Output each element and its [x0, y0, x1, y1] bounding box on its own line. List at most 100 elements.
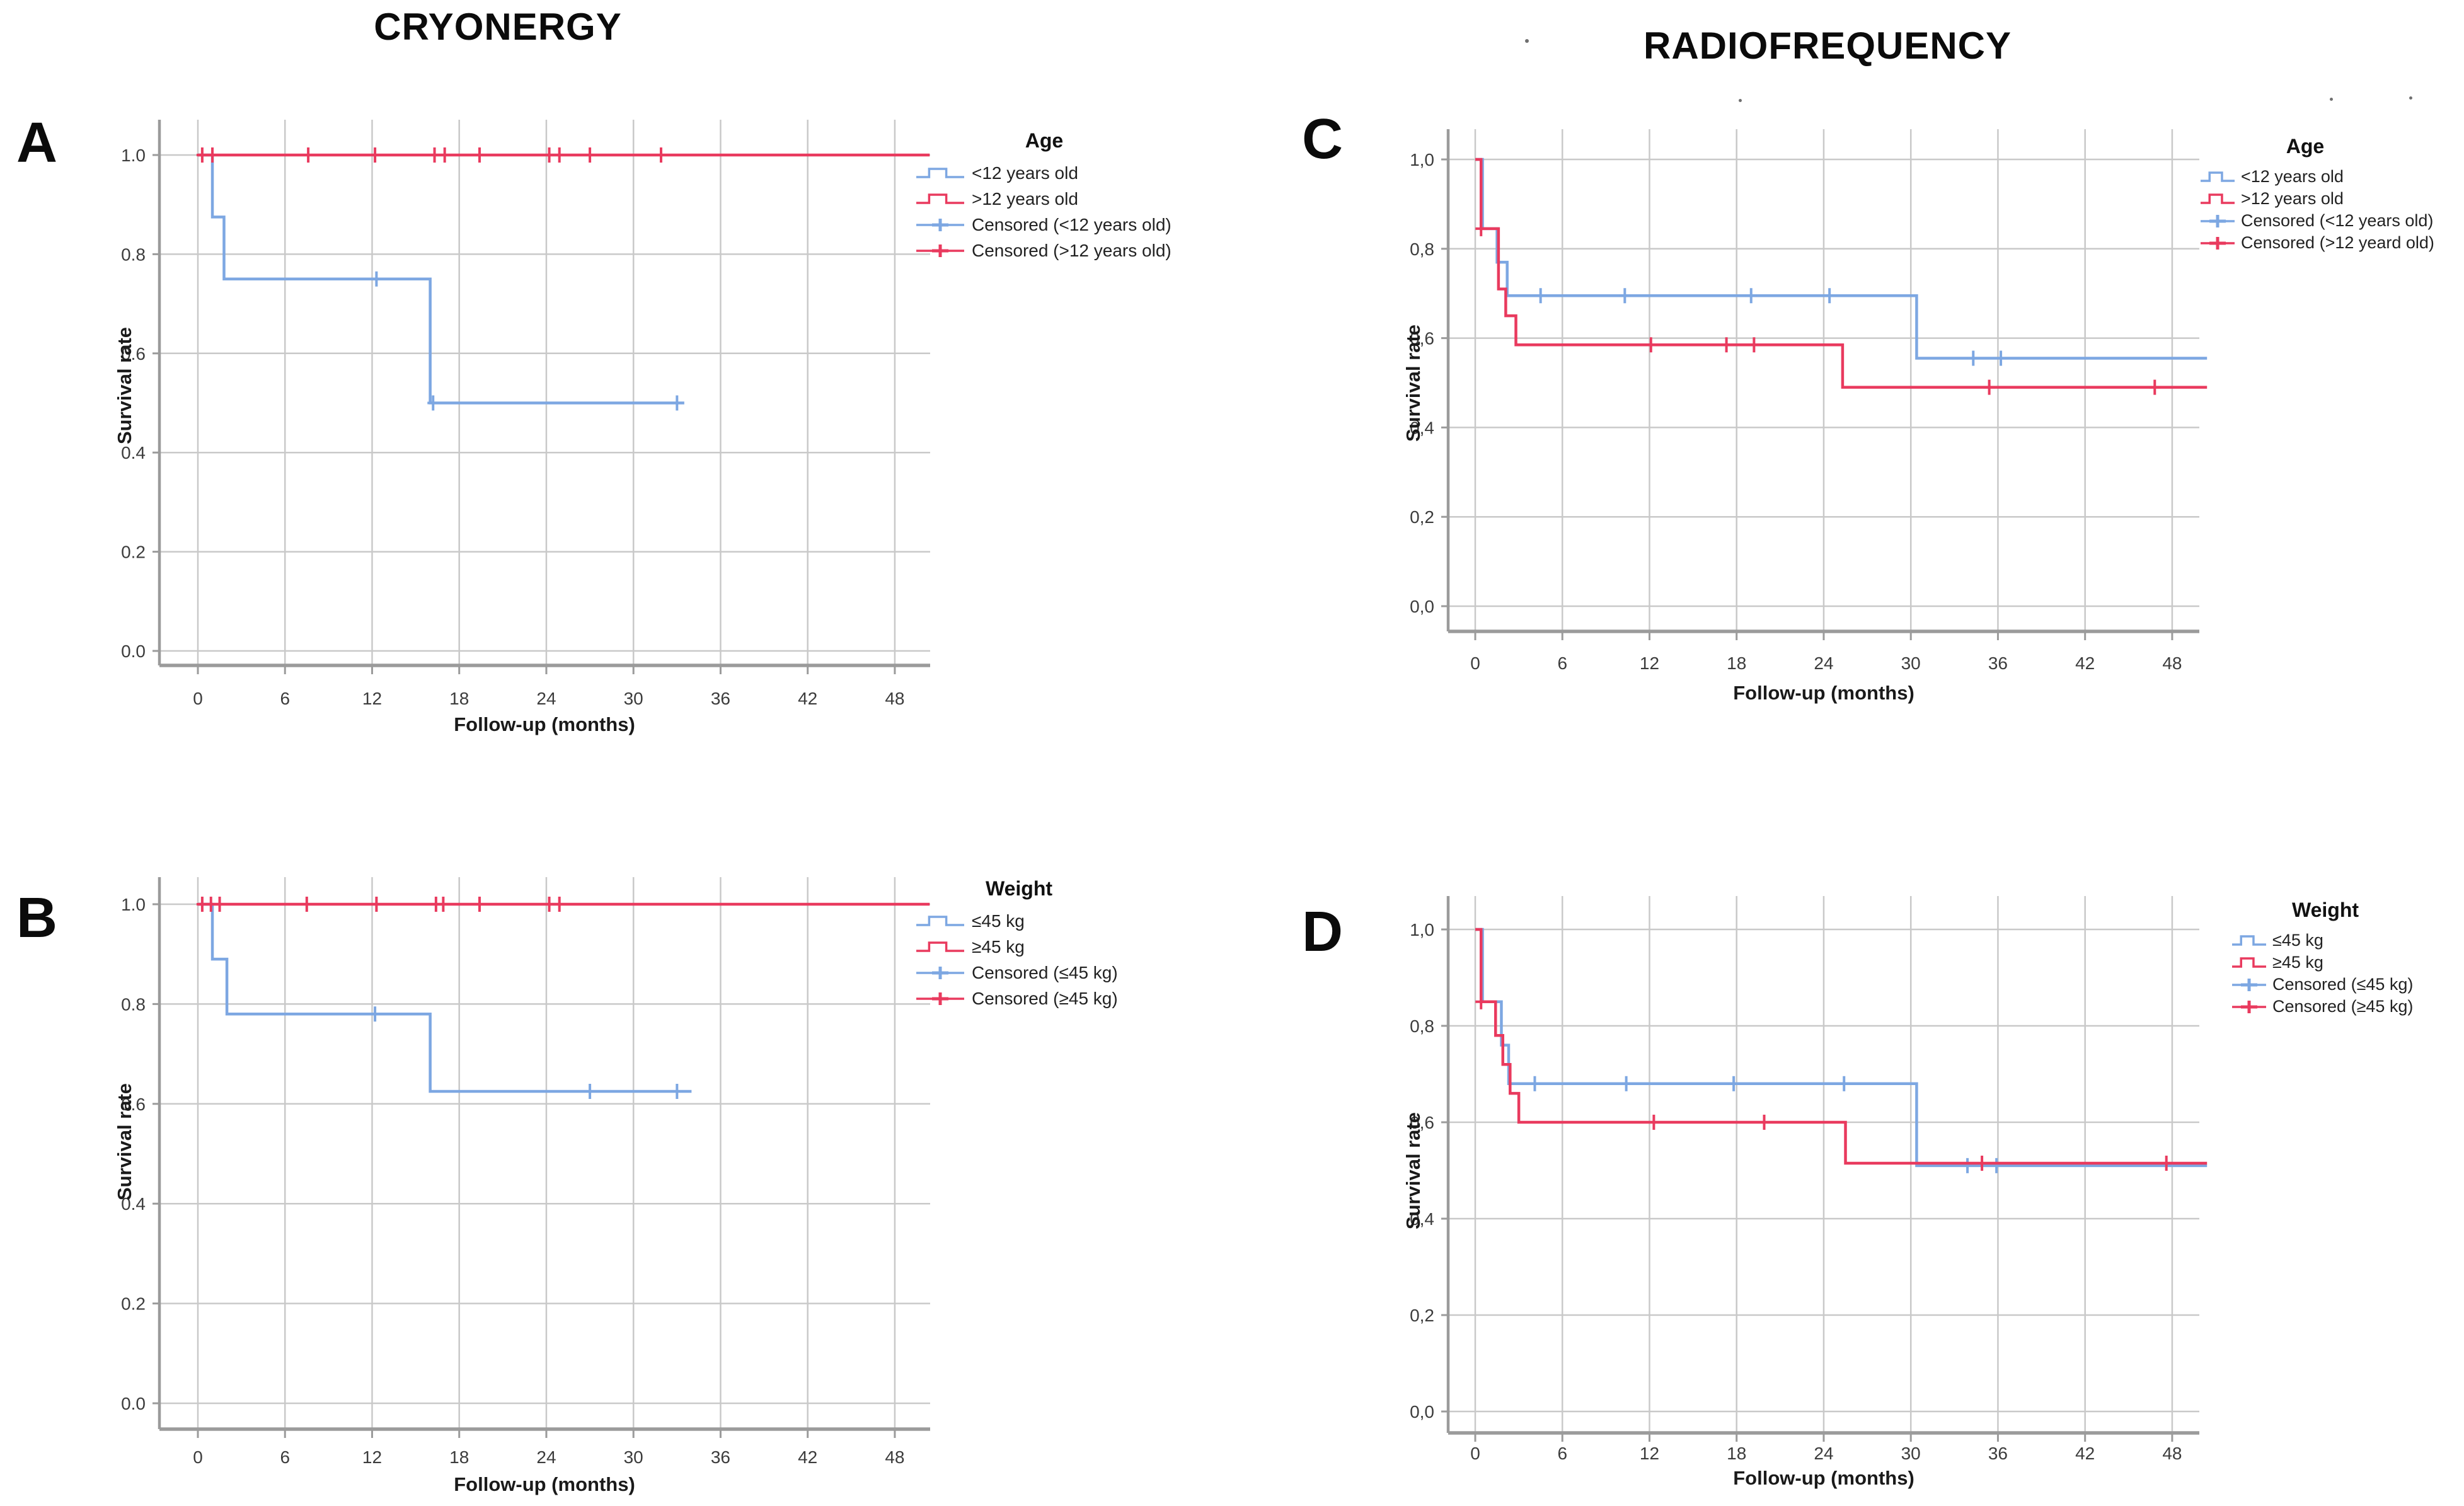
svg-text:18: 18 [449, 1447, 469, 1467]
legend-item-label: Censored (≤45 kg) [2272, 975, 2414, 994]
series-line-sample-icon [2231, 955, 2267, 970]
legend-panel-b: Weight ≤45 kg ≥45 kg Censored (≤45 kg) C… [915, 877, 1123, 1011]
legend-item-label: >12 years old [2241, 189, 2344, 208]
svg-text:30: 30 [1901, 653, 1921, 673]
svg-text:1,0: 1,0 [1410, 920, 1434, 940]
series-line-sample-icon [915, 166, 965, 181]
svg-text:24: 24 [536, 689, 556, 708]
legend-item-label: Censored (≥45 kg) [972, 988, 1118, 1008]
svg-text:48: 48 [885, 1447, 904, 1467]
series-line-sample-icon [915, 914, 965, 929]
svg-text:24: 24 [1814, 1444, 1833, 1463]
svg-text:0.4: 0.4 [121, 443, 146, 463]
svg-text:36: 36 [711, 1447, 730, 1467]
legend-item-label: ≤45 kg [2272, 931, 2323, 950]
svg-text:0,0: 0,0 [1410, 1402, 1434, 1422]
legend-item: Censored (≤45 kg) [915, 960, 1123, 986]
legend-title: Age [2286, 135, 2325, 158]
x-axis-title: Follow-up (months) [1733, 682, 1914, 704]
svg-text:0,6: 0,6 [1410, 1113, 1434, 1132]
svg-text:0,8: 0,8 [1410, 239, 1434, 259]
column-title-radiofrequency: RADIOFREQUENCY [1643, 25, 2012, 67]
svg-text:30: 30 [624, 1447, 643, 1467]
svg-text:0: 0 [1470, 653, 1480, 673]
legend-title: Weight [2291, 899, 2359, 921]
censor-mark-sample-icon [915, 965, 965, 980]
svg-text:0.4: 0.4 [121, 1194, 146, 1214]
legend-item-label: <12 years old [972, 163, 1078, 183]
svg-text:0.6: 0.6 [121, 1095, 146, 1114]
series-line-sample-icon [2199, 192, 2236, 207]
legend-item: <12 years old [2199, 166, 2411, 188]
legend-item-label: Censored (>12 yeard old) [2241, 233, 2434, 252]
legend-item-label: ≥45 kg [972, 936, 1025, 957]
panel-label-a: A [16, 112, 57, 175]
svg-text:0.6: 0.6 [121, 344, 146, 364]
legend-item-label: ≤45 kg [972, 911, 1025, 931]
x-axis-title: Follow-up (months) [1733, 1467, 1914, 1489]
legend-item: ≥45 kg [2231, 951, 2420, 974]
svg-text:36: 36 [1988, 653, 2008, 673]
svg-text:0,4: 0,4 [1410, 418, 1434, 437]
legend-item: Censored (≥45 kg) [915, 986, 1123, 1011]
series-line-sample-icon [915, 192, 965, 207]
legend-item: <12 years old [915, 160, 1173, 186]
svg-text:36: 36 [711, 689, 730, 708]
svg-text:6: 6 [1557, 1444, 1567, 1463]
svg-text:1.0: 1.0 [121, 146, 146, 165]
y-axis-title: Survival rate [113, 326, 135, 445]
svg-text:18: 18 [449, 689, 469, 708]
svg-text:6: 6 [280, 1447, 290, 1467]
legend-item: Censored (>12 yeard old) [2199, 232, 2434, 254]
artifact-dot [2409, 96, 2412, 100]
svg-text:0: 0 [193, 1447, 203, 1467]
censor-mark-sample-icon [2199, 236, 2236, 251]
svg-text:0.8: 0.8 [121, 244, 146, 264]
column-title-cryonergy: CRYONERGY [374, 6, 622, 48]
svg-text:24: 24 [536, 1447, 556, 1467]
svg-text:48: 48 [2162, 653, 2182, 673]
legend-item: >12 years old [2199, 188, 2411, 210]
svg-text:12: 12 [362, 689, 382, 708]
series-line-sample-icon [2199, 170, 2236, 185]
censor-mark-sample-icon [915, 217, 965, 233]
svg-text:0,4: 0,4 [1410, 1209, 1434, 1229]
svg-text:6: 6 [280, 689, 290, 708]
svg-text:42: 42 [2075, 1444, 2095, 1463]
svg-text:30: 30 [1901, 1444, 1921, 1463]
svg-text:12: 12 [1640, 653, 1659, 673]
svg-text:48: 48 [885, 689, 904, 708]
svg-text:12: 12 [1640, 1444, 1659, 1463]
svg-text:0.8: 0.8 [121, 994, 146, 1014]
y-axis-title: Survival rate [1402, 324, 1424, 442]
legend-item-label: <12 years old [2241, 167, 2344, 186]
panel-label-c: C [1302, 108, 1343, 171]
svg-text:42: 42 [2075, 653, 2095, 673]
svg-text:1.0: 1.0 [121, 895, 146, 914]
legend-item-label: Censored (≥45 kg) [2272, 997, 2414, 1016]
legend-item: ≤45 kg [2231, 929, 2420, 951]
legend-item-label: Censored (<12 years old) [972, 214, 1172, 234]
y-axis-title: Survival rate [113, 1083, 135, 1201]
svg-text:0: 0 [193, 689, 203, 708]
svg-text:0,2: 0,2 [1410, 1306, 1434, 1325]
legend-item: Censored (>12 years old) [915, 238, 1173, 263]
svg-text:0: 0 [1470, 1444, 1480, 1463]
legend-title: Age [1025, 129, 1064, 152]
x-axis-title: Follow-up (months) [454, 1473, 635, 1495]
censor-mark-sample-icon [915, 243, 965, 258]
svg-text:30: 30 [624, 689, 643, 708]
svg-text:1,0: 1,0 [1410, 150, 1434, 170]
svg-text:48: 48 [2162, 1444, 2182, 1463]
legend-item: >12 years old [915, 186, 1173, 212]
legend-title: Weight [985, 877, 1053, 900]
panel-label-d: D [1302, 900, 1343, 963]
series-line-sample-icon [2231, 933, 2267, 948]
legend-item-label: ≥45 kg [2272, 953, 2323, 972]
legend-item-label: >12 years old [972, 188, 1078, 209]
svg-text:0.2: 0.2 [121, 1294, 146, 1314]
svg-text:42: 42 [798, 689, 817, 708]
censor-mark-sample-icon [2231, 977, 2267, 992]
legend-item: Censored (<12 years old) [2199, 210, 2433, 232]
censor-mark-sample-icon [2231, 999, 2267, 1015]
